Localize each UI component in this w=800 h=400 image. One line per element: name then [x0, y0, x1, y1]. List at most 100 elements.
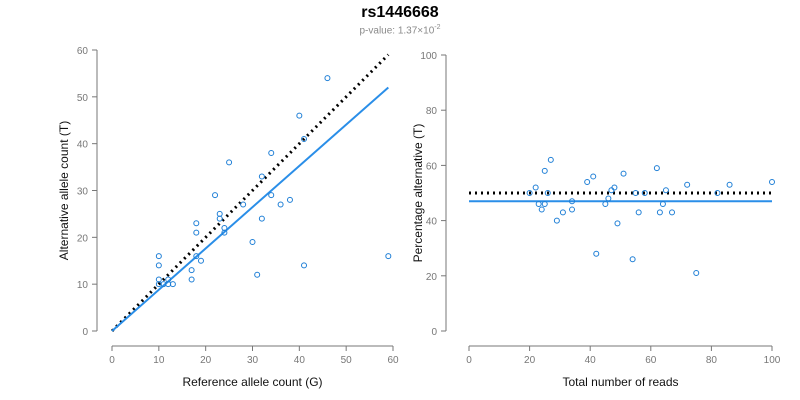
p-value-text: p-value: 1.37×10	[359, 25, 435, 37]
data-point	[641, 190, 648, 196]
chart-title: rs1446668	[361, 4, 439, 21]
data-point	[541, 167, 548, 174]
data-point	[547, 156, 554, 163]
data-point	[611, 184, 618, 191]
data-point	[155, 262, 162, 269]
p-value-subtitle: p-value: 1.37×10-2	[0, 24, 800, 36]
x-tick-label: 60	[645, 355, 657, 366]
data-point	[254, 271, 261, 278]
data-point	[188, 276, 195, 283]
data-point	[608, 187, 615, 194]
y-tick-label: 100	[420, 51, 437, 62]
data-point	[559, 209, 566, 216]
y-tick-label: 50	[77, 93, 89, 104]
data-point	[605, 195, 612, 202]
y-axis-label: Alternative allele count (T)	[57, 121, 71, 260]
data-point	[653, 165, 660, 172]
data-point	[569, 198, 576, 205]
data-point	[769, 178, 775, 185]
data-point	[714, 190, 721, 196]
data-point	[240, 201, 247, 208]
data-point	[659, 201, 666, 208]
x-tick-label: 60	[387, 355, 399, 366]
data-point	[726, 181, 733, 188]
x-tick-label: 20	[200, 355, 212, 366]
data-point	[590, 173, 597, 180]
x-tick-label: 0	[466, 355, 472, 366]
y-tick-label: 40	[426, 217, 438, 228]
data-point	[569, 206, 576, 213]
data-point	[169, 281, 176, 288]
data-point	[532, 184, 539, 191]
data-point	[212, 192, 219, 199]
data-point	[301, 135, 308, 142]
reference-line	[110, 53, 390, 333]
data-point	[155, 253, 162, 260]
data-point	[277, 201, 284, 208]
y-tick-label: 20	[77, 233, 89, 244]
x-tick-label: 80	[706, 355, 718, 366]
x-tick-label: 50	[341, 355, 353, 366]
data-point	[249, 239, 256, 246]
y-tick-label: 10	[77, 280, 89, 291]
data-point	[656, 209, 663, 216]
fit-line	[111, 86, 389, 332]
data-point	[221, 224, 228, 231]
data-point	[286, 196, 293, 203]
data-point	[669, 209, 676, 216]
data-point	[193, 229, 200, 236]
data-point	[602, 201, 609, 208]
y-tick-label: 40	[77, 140, 89, 151]
y-tick-label: 60	[426, 161, 438, 172]
data-point	[197, 257, 204, 264]
data-point	[584, 178, 591, 185]
data-point	[258, 173, 265, 180]
data-point	[553, 217, 560, 224]
data-point	[216, 210, 223, 217]
x-tick-label: 40	[585, 355, 597, 366]
x-tick-label: 30	[247, 355, 259, 366]
p-value-exponent: -2	[434, 24, 441, 31]
x-axis-label: Reference allele count (G)	[182, 375, 322, 389]
data-point	[193, 220, 200, 227]
data-point	[662, 187, 669, 194]
data-point	[632, 190, 639, 196]
data-point	[629, 256, 636, 263]
data-point	[538, 206, 545, 213]
data-point	[193, 253, 200, 260]
data-point	[188, 267, 195, 274]
data-point	[301, 262, 308, 269]
x-tick-label: 10	[153, 355, 165, 366]
y-tick-label: 80	[426, 106, 438, 117]
data-point	[693, 270, 700, 277]
data-point	[684, 181, 691, 188]
data-point	[296, 112, 303, 119]
data-point	[385, 253, 392, 260]
y-tick-label: 30	[77, 187, 89, 198]
percentage-scatter-panel: 0 20 40 60 80 100 0 20 40 60 80 100 Total number of …	[411, 51, 781, 389]
data-point	[324, 75, 331, 82]
data-point	[268, 192, 275, 199]
data-point	[258, 215, 265, 222]
data-point	[593, 250, 600, 257]
data-point	[635, 209, 642, 216]
x-axis-label: Total number of reads	[562, 375, 678, 389]
data-point	[226, 159, 233, 166]
counts-scatter-panel: 0 10 20 30 40 50 60 0 10 20 30 40 50 60 Reference alle…	[57, 46, 399, 389]
data-point	[620, 170, 627, 177]
y-tick-label: 60	[77, 46, 89, 57]
x-tick-label: 0	[109, 355, 115, 366]
x-tick-label: 20	[524, 355, 536, 366]
y-axis-label: Percentage alternative (T)	[411, 124, 425, 263]
x-tick-label: 100	[764, 355, 781, 366]
y-tick-label: 0	[431, 327, 437, 338]
data-point	[535, 201, 542, 208]
data-point	[526, 190, 533, 196]
data-point	[541, 201, 548, 208]
data-point	[544, 190, 551, 196]
y-tick-label: 0	[82, 327, 88, 338]
data-point	[614, 220, 621, 227]
y-tick-label: 20	[426, 272, 438, 283]
x-tick-label: 40	[294, 355, 306, 366]
